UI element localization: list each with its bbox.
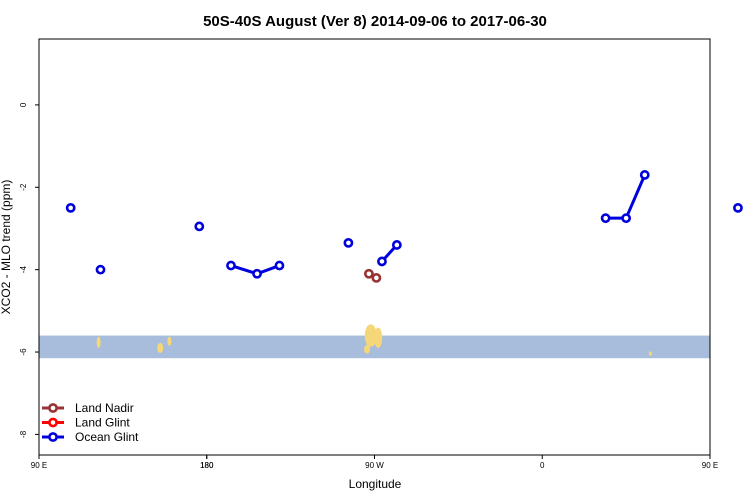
y-axis-label: XCO2 - MLO trend (ppm)	[0, 180, 13, 315]
legend-label: Land Nadir	[75, 401, 134, 415]
y-tick-label: -8	[19, 430, 28, 438]
x-tick-label: 90 W	[365, 461, 384, 470]
y-tick-label: -6	[19, 348, 28, 356]
x-tick-label: 180	[200, 461, 214, 470]
y-axis: 0 -2 -4 -6 -8	[19, 102, 39, 438]
y-tick-label: 0	[19, 102, 28, 107]
data-point	[65, 202, 76, 213]
legend-swatch-marker	[48, 417, 58, 428]
data-point	[194, 221, 205, 232]
data-point	[377, 256, 387, 267]
data-point	[95, 264, 106, 275]
data-point	[226, 260, 236, 271]
data-point	[733, 202, 743, 213]
chart-title: 50S-40S August (Ver 8) 2014-09-06 to 201…	[203, 13, 547, 30]
x-tick-label: 0	[540, 461, 545, 470]
legend-swatch-marker	[48, 403, 58, 413]
land-patch	[374, 327, 383, 349]
plot-frame	[38, 38, 711, 456]
x-tick-label: 90 E	[31, 461, 47, 470]
data-point	[391, 240, 402, 250]
ocean-band	[39, 335, 710, 359]
legend-label: Land Glint	[75, 416, 130, 430]
data-point	[621, 213, 632, 224]
legend-label: Ocean Glint	[75, 430, 139, 444]
land-patch	[167, 336, 172, 346]
series-line	[605, 174, 647, 220]
data-point	[252, 268, 262, 279]
data-point	[600, 213, 611, 224]
x-axis-label: Longitude	[349, 477, 402, 491]
land-patch	[96, 336, 101, 349]
land-band	[39, 324, 710, 359]
legend-swatch-marker	[48, 432, 58, 442]
land-patch	[364, 324, 377, 347]
y-tick-label: -2	[19, 183, 28, 191]
data-point	[639, 170, 650, 180]
data-point	[364, 268, 374, 279]
land-patch	[364, 344, 371, 354]
land-patch	[648, 351, 652, 356]
plot-series	[65, 170, 743, 283]
data-point	[371, 272, 382, 283]
land-patch	[157, 342, 164, 354]
data-point	[343, 237, 354, 248]
data-point	[274, 260, 285, 271]
x-tick-label: 180	[200, 461, 214, 470]
x-tick-label: 90 E	[702, 461, 718, 470]
y-tick-label: -4	[19, 266, 28, 274]
